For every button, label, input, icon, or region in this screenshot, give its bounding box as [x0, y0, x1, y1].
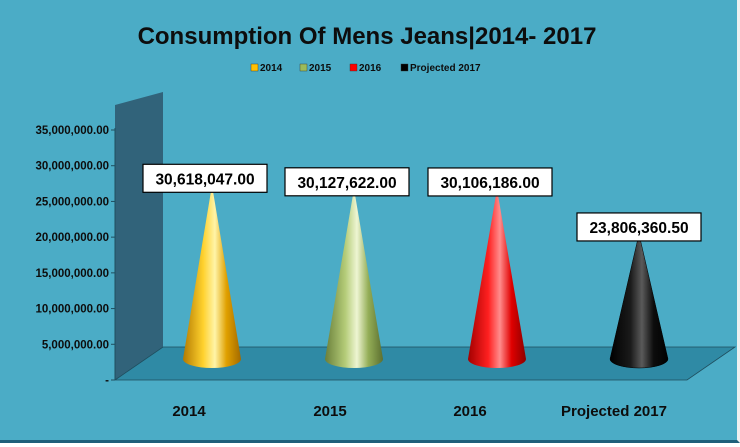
chart-title: Consumption Of Mens Jeans|2014- 2017: [138, 23, 597, 50]
data-label-2014: 30,618,047.00: [155, 171, 254, 188]
chart-back-wall: [115, 92, 163, 380]
legend-swatch-2016: [349, 63, 358, 72]
data-label-box-2015: [284, 167, 410, 197]
cone-2014: [183, 185, 241, 368]
y-tick-label: 25,000,000.00: [35, 196, 109, 208]
legend-label-2015: 2015: [309, 63, 332, 74]
cone-2015: [325, 188, 383, 368]
legend-label-2016: 2016: [359, 63, 382, 74]
x-tick-label-2016: 2016: [453, 403, 486, 420]
data-labels: 30,618,047.00 30,127,622.00 30,106,186.00 2…: [142, 163, 702, 242]
x-axis-ticks: 2014 2015 2016 Projected 2017: [172, 403, 667, 420]
legend-swatch-projected-2017: [400, 63, 409, 72]
y-tick-label: 15,000,000.00: [35, 268, 109, 280]
cone-series: [183, 185, 669, 369]
x-tick-label-projected-2017: Projected 2017: [561, 403, 667, 420]
y-tick-label: 30,000,000.00: [35, 161, 109, 173]
y-tick-label: -: [105, 375, 109, 387]
x-tick-label-2015: 2015: [313, 403, 346, 420]
legend-label-projected-2017: Projected 2017: [410, 63, 481, 74]
data-label-box-2014: [142, 163, 268, 193]
y-tick-label: 35,000,000.00: [35, 125, 109, 137]
y-tick-label: 20,000,000.00: [35, 232, 109, 244]
legend-swatch-2015: [299, 63, 308, 72]
legend-swatch-2014: [250, 63, 259, 72]
data-label-2016: 30,106,186.00: [440, 175, 539, 192]
cone-projected-2017: [609, 233, 669, 369]
legend-label-2014: 2014: [260, 63, 283, 74]
data-label-box-projected-2017: [576, 212, 702, 242]
y-tick-label: 5,000,000.00: [42, 339, 109, 351]
x-tick-label-2014: 2014: [172, 403, 206, 420]
y-axis-ticks: 35,000,000.00 30,000,000.00 25,000,000.00 2…: [35, 125, 115, 387]
cone-2016: [468, 188, 526, 368]
chart-floor: [113, 346, 737, 381]
data-label-2015: 30,127,622.00: [297, 175, 396, 192]
y-tick-label: 10,000,000.00: [35, 304, 109, 316]
data-label-projected-2017: 23,806,360.50: [589, 220, 688, 237]
data-label-box-2016: [427, 167, 553, 197]
legend: 2014 2015 2016 Projected 2017: [250, 63, 481, 74]
